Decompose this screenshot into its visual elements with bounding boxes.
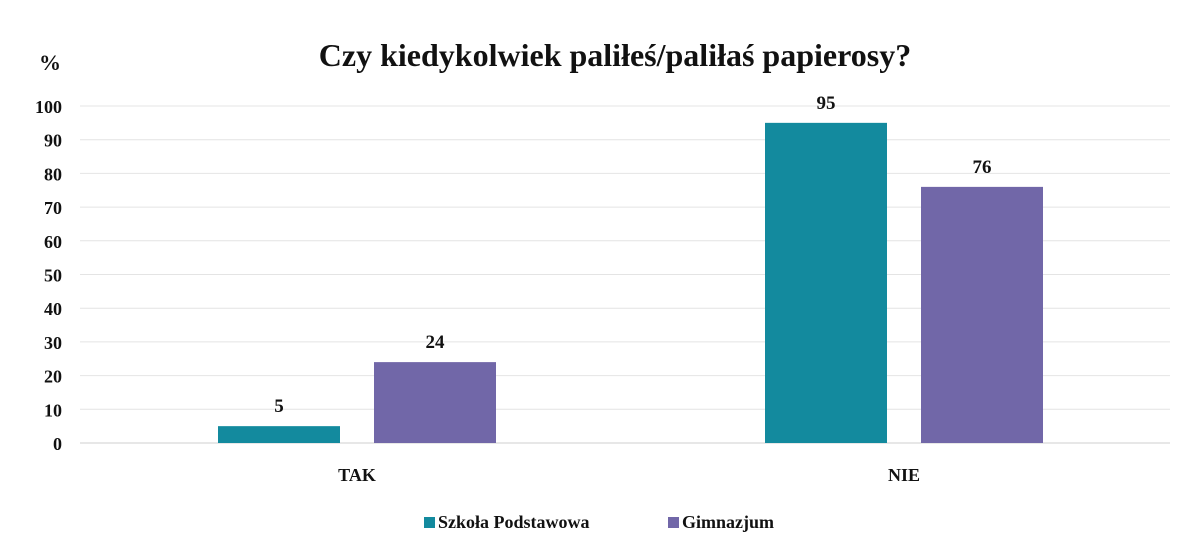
data-label: 76 [973,157,992,178]
bar [218,426,340,443]
y-tick-label: 70 [44,198,62,218]
y-tick-label: 30 [44,333,62,353]
y-tick-label: 10 [44,400,62,420]
legend-swatch [424,517,435,528]
legend-swatch [668,517,679,528]
y-tick-label: 100 [35,97,62,117]
bar [765,122,887,443]
legend-label: Szkoła Podstawowa [438,512,590,532]
data-label: 5 [274,396,284,417]
y-axis-unit-label: % [39,50,61,75]
y-tick-label: 90 [44,131,62,151]
legend-label: Gimnazjum [682,512,774,532]
chart-title: Czy kiedykolwiek paliłeś/paliłaś papiero… [319,37,911,73]
y-tick-label: 0 [53,434,62,454]
data-label: 95 [817,93,836,114]
bars [218,122,1043,443]
y-tick-label: 20 [44,367,62,387]
category-label: TAK [338,465,376,485]
data-labels: 5 24 95 76 [274,93,991,417]
category-label: NIE [888,465,920,485]
bar [374,362,496,443]
y-tick-label: 40 [44,299,62,319]
gridlines [80,105,1170,444]
y-tick-label: 60 [44,232,62,252]
bar [921,186,1043,443]
y-tick-label: 80 [44,164,62,184]
legend: Szkoła Podstawowa Gimnazjum [424,512,774,532]
category-labels: TAK NIE [338,465,920,485]
y-tick-label: 50 [44,266,62,286]
data-label: 24 [426,332,446,353]
y-axis-ticks: 0 10 20 30 40 50 60 70 80 90 100 [35,97,62,454]
